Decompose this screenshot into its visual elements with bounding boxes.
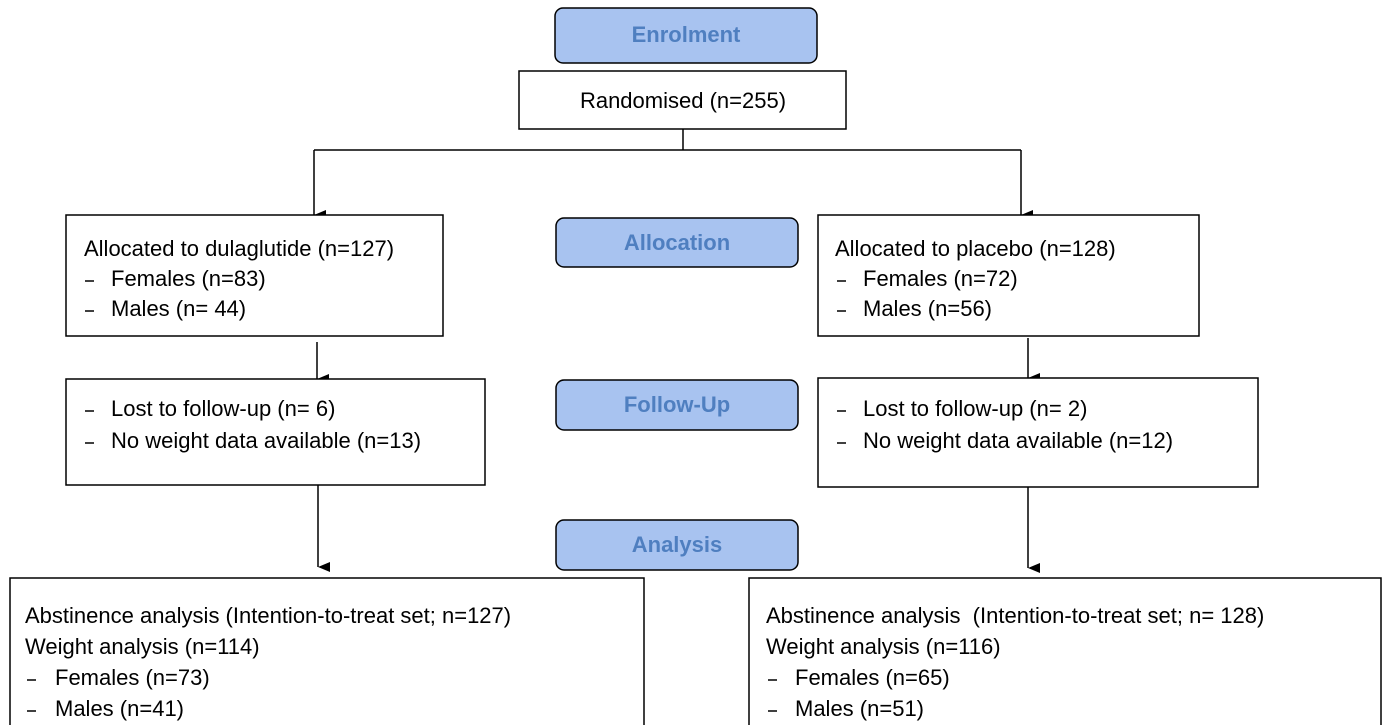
follow-up-box bbox=[65, 378, 486, 486]
allocation-item: Males (n= 44) bbox=[111, 296, 246, 321]
analysis-line: Weight analysis (n=116) bbox=[766, 634, 1001, 659]
stage-box bbox=[554, 7, 818, 64]
analysis-item: Females (n=73) bbox=[55, 665, 210, 690]
stage-label: Analysis bbox=[632, 532, 723, 557]
follow-up-item: No weight data available (n=12) bbox=[863, 428, 1173, 453]
allocation-box bbox=[65, 214, 444, 337]
analysis-line: Weight analysis (n=114) bbox=[25, 634, 260, 659]
analysis-box bbox=[748, 577, 1382, 725]
stage-box bbox=[555, 519, 799, 571]
analysis-item: Males (n=51) bbox=[795, 696, 924, 721]
randomised-box bbox=[518, 70, 847, 130]
allocation-title: Allocated to placebo (n=128) bbox=[835, 236, 1116, 261]
allocation-item: Males (n=56) bbox=[863, 296, 992, 321]
randomised-text: Randomised (n=255) bbox=[580, 88, 786, 113]
stage-label: Allocation bbox=[624, 230, 730, 255]
analysis-line: Abstinence analysis (Intention-to-treat … bbox=[25, 603, 511, 628]
analysis-item: Males (n=41) bbox=[55, 696, 184, 721]
follow-up-item: Lost to follow-up (n= 6) bbox=[111, 396, 335, 421]
connector bbox=[314, 129, 1021, 151]
follow-up-box bbox=[817, 377, 1259, 488]
analysis-item: Females (n=65) bbox=[795, 665, 950, 690]
stage-label: Follow-Up bbox=[624, 392, 730, 417]
allocation-title: Allocated to dulaglutide (n=127) bbox=[84, 236, 394, 261]
allocation-item: Females (n=72) bbox=[863, 266, 1018, 291]
follow-up-item: No weight data available (n=13) bbox=[111, 428, 421, 453]
allocation-item: Females (n=83) bbox=[111, 266, 266, 291]
allocation-box bbox=[817, 214, 1200, 337]
stage-box bbox=[555, 217, 799, 268]
stage-label: Enrolment bbox=[632, 22, 741, 47]
analysis-line: Abstinence analysis (Intention-to-treat … bbox=[766, 603, 1264, 628]
analysis-box bbox=[9, 577, 645, 725]
follow-up-item: Lost to follow-up (n= 2) bbox=[863, 396, 1087, 421]
stage-box bbox=[555, 379, 799, 431]
